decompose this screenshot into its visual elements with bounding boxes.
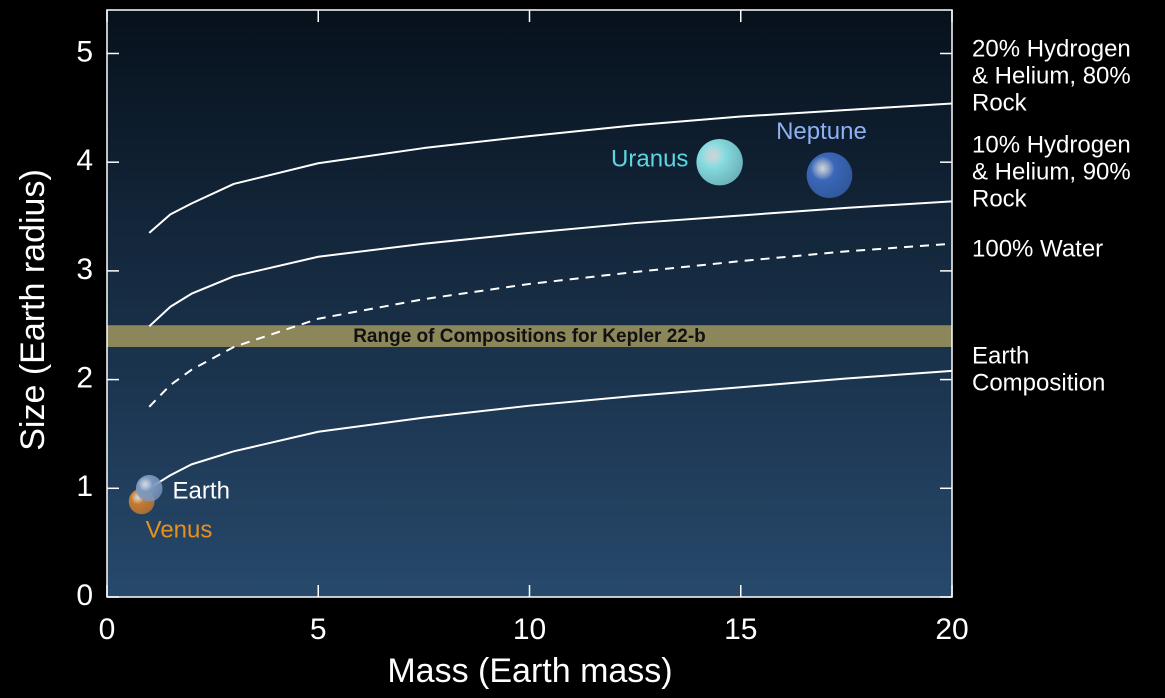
y-tick-label: 4: [76, 144, 93, 177]
y-tick-label: 0: [76, 579, 93, 612]
curve-label: & Helium, 80%: [972, 62, 1131, 89]
y-tick-label: 5: [76, 35, 93, 68]
planet: [696, 138, 743, 186]
y-tick-label: 1: [76, 470, 93, 503]
curve-label: & Helium, 90%: [972, 158, 1131, 185]
planet-label: Uranus: [611, 146, 688, 173]
curve-label: 20% Hydrogen: [972, 35, 1131, 62]
x-tick-label: 5: [310, 613, 327, 646]
curve-label: Rock: [972, 185, 1028, 212]
curve-label: Composition: [972, 369, 1105, 396]
planet: [135, 474, 163, 502]
y-tick-label: 3: [76, 253, 93, 286]
x-tick-label: 20: [935, 613, 968, 646]
plot-area: [107, 10, 952, 597]
composition-band: [107, 325, 952, 347]
planet-label: Venus: [146, 517, 213, 544]
planet-label: Earth: [173, 478, 230, 505]
curve-label: 10% Hydrogen: [972, 131, 1131, 158]
band-label: Range of Compositions for Kepler 22-b: [353, 326, 706, 347]
planet: [806, 152, 853, 199]
curve-label: Rock: [972, 89, 1028, 116]
composition-curve: [148, 369, 953, 490]
curve-label: Earth: [972, 342, 1029, 369]
composition-curve: [148, 200, 953, 328]
x-axis-title: Mass (Earth mass): [387, 652, 672, 690]
x-tick-label: 10: [513, 613, 546, 646]
y-axis-title: Size (Earth radius): [14, 169, 52, 451]
x-tick-label: 15: [724, 613, 757, 646]
x-tick-label: 0: [99, 613, 116, 646]
composition-curve: [148, 102, 953, 234]
planet-label: Neptune: [776, 118, 867, 145]
curve-label: 100% Water: [972, 235, 1103, 262]
y-tick-label: 2: [76, 362, 93, 395]
